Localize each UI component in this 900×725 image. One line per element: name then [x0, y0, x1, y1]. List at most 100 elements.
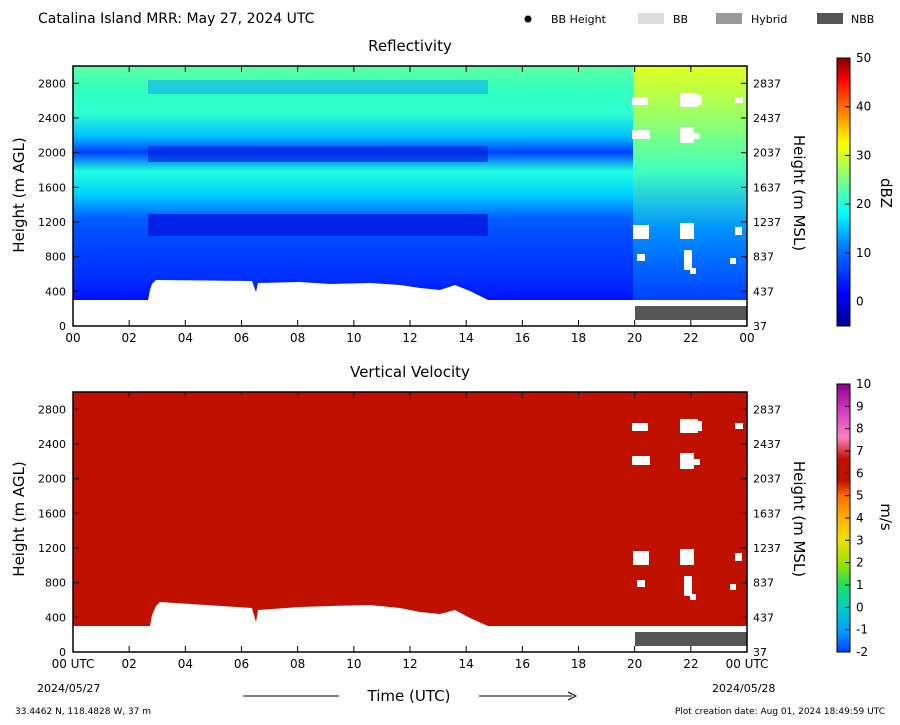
reflectivity-colorbar-tick-label: 10: [856, 246, 871, 260]
velocity-y-tick-label: 1600: [38, 507, 66, 520]
reflectivity-colorbar-label: dBZ: [877, 178, 895, 208]
plot-creation-date: Plot creation date: Aug 01, 2024 18:49:5…: [675, 707, 885, 717]
velocity-x-tick-label: 00 UTC: [726, 657, 769, 671]
velocity-colorbar-tick-label: 5: [856, 489, 864, 503]
velocity-data-gaps: [632, 419, 743, 600]
legend-hybrid-swatch: [716, 13, 742, 24]
reflectivity-y-tick-label-right: 1237: [753, 216, 781, 229]
legend-bb-swatch: [638, 13, 664, 24]
reflectivity-gap: [735, 97, 743, 103]
reflectivity-y-tick-label: 2400: [38, 112, 66, 125]
reflectivity-gap: [632, 97, 648, 105]
velocity-gap: [684, 576, 692, 596]
reflectivity-colorbar: [836, 57, 851, 327]
reflectivity-y-tick-label: 1200: [38, 216, 66, 229]
reflectivity-nbb-bar: [635, 306, 747, 320]
reflectivity-x-tick-label: 12: [402, 331, 417, 345]
reflectivity-y-tick-label-right: 2037: [753, 147, 781, 160]
legend-bb-label: BB: [673, 13, 688, 26]
reflectivity-x-tick-label: 20: [627, 331, 642, 345]
velocity-panel-title: Vertical Velocity: [350, 363, 470, 381]
velocity-nbb-bar: [635, 632, 747, 646]
velocity-y-tick-label-right: 1637: [753, 507, 781, 520]
velocity-y-axis-label: Height (m AGL): [10, 461, 28, 576]
header-legend: BB Height BB Hybrid NBB: [524, 13, 874, 26]
reflectivity-gap: [684, 250, 692, 270]
velocity-colorbar-tick-label: 4: [856, 511, 864, 525]
velocity-gap: [735, 553, 742, 561]
velocity-y-tick-label-right: 2037: [753, 473, 781, 486]
velocity-gap: [633, 551, 649, 565]
velocity-x-tick-label: 20: [627, 657, 642, 671]
velocity-colorbar-tick-label: 7: [856, 444, 864, 458]
reflectivity-field-day: [73, 66, 633, 300]
velocity-y-tick-label: 2800: [38, 403, 66, 416]
velocity-no-echo-region: [150, 602, 488, 626]
velocity-y-tick-label: 2000: [38, 473, 66, 486]
reflectivity-y-tick-label: 1600: [38, 181, 66, 194]
legend-bb-height-label: BB Height: [551, 13, 607, 26]
reflectivity-gap: [680, 223, 694, 239]
reflectivity-mid-layer: [148, 146, 488, 162]
reflectivity-gap: [680, 93, 698, 107]
reflectivity-gap: [680, 127, 694, 143]
velocity-x-tick-label: 10: [346, 657, 361, 671]
reflectivity-y-axis-label: Height (m AGL): [10, 137, 28, 252]
reflectivity-x-tick-label: 10: [346, 331, 361, 345]
velocity-x-tick-label: 12: [402, 657, 417, 671]
velocity-y-tick-label-right: 437: [753, 611, 774, 624]
reflectivity-colorbar-tick-label: 30: [856, 148, 871, 162]
legend-hybrid-label: Hybrid: [751, 13, 787, 26]
velocity-gap: [680, 549, 694, 565]
reflectivity-y-tick-label: 800: [45, 251, 66, 264]
velocity-gap: [735, 423, 743, 429]
velocity-heatmap: [73, 392, 747, 652]
velocity-x-tick-label: 14: [459, 657, 474, 671]
reflectivity-gap: [696, 95, 702, 105]
velocity-colorbar-label: m/s: [877, 503, 895, 531]
end-date-label: 2024/05/28: [712, 682, 775, 695]
reflectivity-upper-layer: [148, 80, 488, 94]
station-location: 33.4462 N, 118.4828 W, 37 m: [15, 707, 151, 717]
velocity-x-tick-label: 00 UTC: [52, 657, 95, 671]
reflectivity-gap: [637, 254, 645, 261]
reflectivity-colorbar-tick-label: 50: [856, 51, 871, 65]
velocity-x-tick-label: 18: [571, 657, 586, 671]
reflectivity-y-tick-label-right: 837: [753, 251, 774, 264]
velocity-y-tick-label: 400: [45, 611, 66, 624]
reflectivity-colorbar-tick-label: 40: [856, 100, 871, 114]
velocity-colorbar-tick-label: 1: [856, 578, 864, 592]
velocity-x-tick-label: 08: [290, 657, 305, 671]
reflectivity-low-layer: [148, 214, 488, 236]
velocity-x-tick-label: 22: [683, 657, 698, 671]
velocity-y-tick-label-right: 1237: [753, 542, 781, 555]
velocity-y-axis-right-label: Height (m MSL): [790, 461, 808, 577]
reflectivity-y-tick-label: 0: [59, 320, 66, 333]
velocity-x-tick-label: 06: [234, 657, 249, 671]
colorbar-ticks: 0 10 20 30 40 50 -2 -1 0 1 2 3 4 5 6 7 8 9 10: [845, 51, 871, 659]
velocity-colorbar-tick-label: 2: [856, 556, 864, 570]
velocity-gap: [693, 459, 700, 465]
reflectivity-colorbar-tick-label: 20: [856, 197, 871, 211]
reflectivity-no-echo-region: [148, 280, 488, 300]
legend-bb-height-dot: [524, 15, 532, 23]
reflectivity-heatmap: [73, 66, 747, 326]
velocity-colorbar-tick-label: -1: [856, 623, 868, 637]
velocity-gap: [690, 594, 696, 600]
start-date-label: 2024/05/27: [37, 682, 100, 695]
velocity-y-tick-label-right: 837: [753, 577, 774, 590]
velocity-colorbar-tick-label: 0: [856, 600, 864, 614]
reflectivity-gap: [735, 227, 742, 235]
legend-nbb-swatch: [817, 13, 843, 24]
chart-title: Catalina Island MRR: May 27, 2024 UTC: [38, 11, 315, 27]
reflectivity-x-tick-label: 06: [234, 331, 249, 345]
velocity-gap: [632, 423, 648, 431]
velocity-gap: [680, 419, 698, 433]
reflectivity-x-tick-label: 16: [515, 331, 530, 345]
velocity-x-tick-label: 16: [515, 657, 530, 671]
reflectivity-data-gaps: [632, 93, 743, 274]
reflectivity-y-tick-label: 2800: [38, 77, 66, 90]
reflectivity-y-tick-label-right: 37: [753, 320, 767, 333]
reflectivity-x-tick-label: 14: [459, 331, 474, 345]
